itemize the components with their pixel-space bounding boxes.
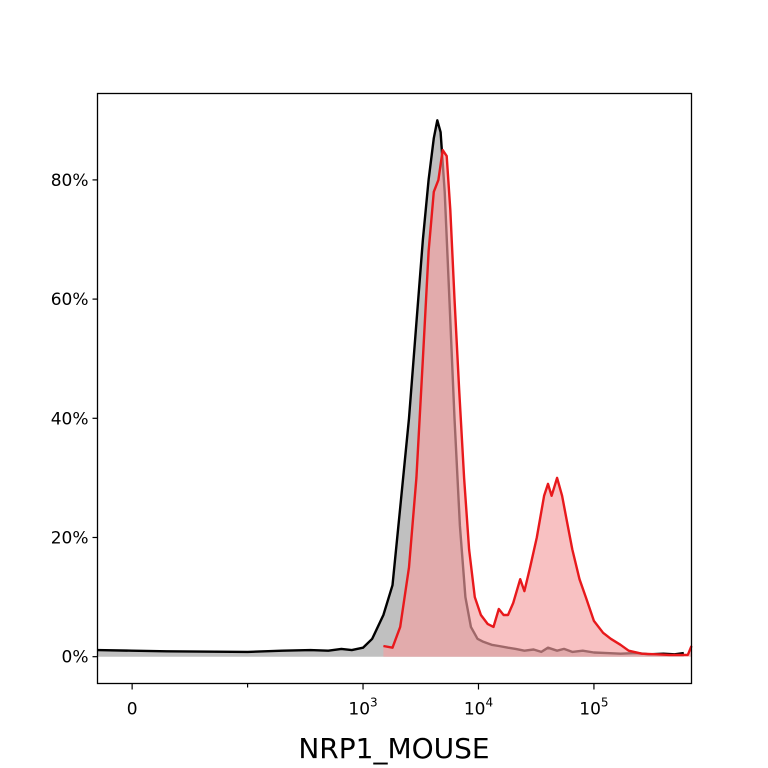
y-tick-label: 40%	[51, 409, 89, 429]
series-0-area	[97, 120, 684, 657]
y-tick-label: 80%	[51, 171, 89, 191]
y-tick-label: 20%	[51, 528, 89, 548]
x-tick-label: 104	[464, 696, 493, 720]
series-1-area	[383, 150, 692, 657]
x-tick-label: 103	[348, 696, 377, 720]
y-tick-label: 0%	[62, 648, 89, 668]
series-0-line	[97, 119, 684, 656]
y-tick-label: 60%	[51, 290, 89, 310]
series-layer	[97, 119, 693, 657]
ticks-layer: 0% 20% 40% 60% 80% 0 103 104 105	[51, 171, 609, 720]
plot-frame	[96, 92, 693, 685]
x-tick-label: 0	[127, 700, 138, 720]
x-axis-title: NRP1_MOUSE	[298, 732, 489, 765]
x-tick-label: 105	[579, 696, 608, 720]
series-1-line	[383, 148, 693, 657]
